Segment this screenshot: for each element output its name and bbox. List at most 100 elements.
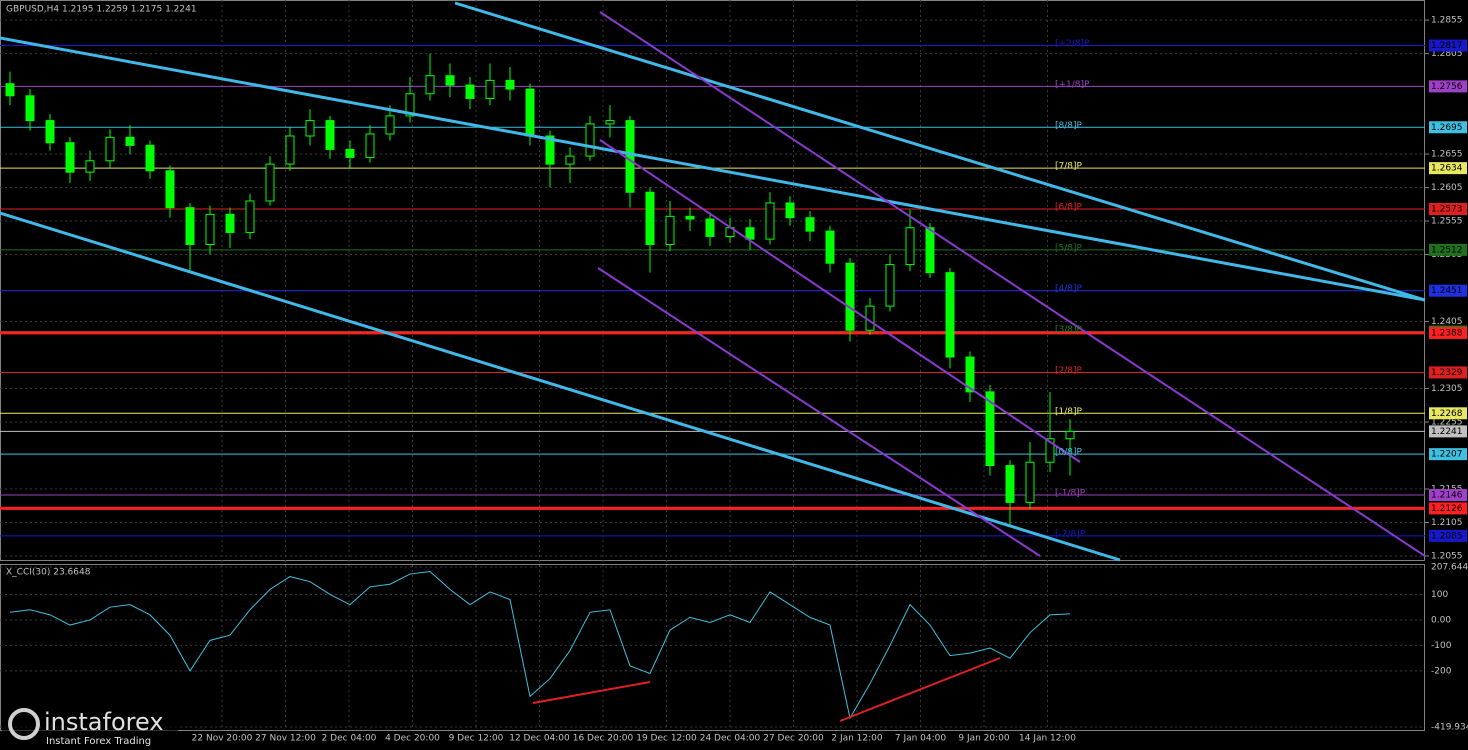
level-price-bg: [1429, 80, 1467, 93]
level-price-bg: [1429, 407, 1467, 420]
watermark-logo: [8, 708, 40, 740]
watermark-brand: instaforex: [44, 708, 164, 736]
candle-body: [985, 391, 995, 467]
candle-body: [465, 84, 475, 99]
regression-channel: [597, 11, 1426, 557]
level-price-bg: [1429, 39, 1467, 52]
x-tick-label: 24 Dec 04:00: [700, 734, 761, 744]
level-price-bg: [1429, 489, 1467, 502]
level-price-bg: [1429, 529, 1467, 542]
level-price: 1.2329: [1431, 368, 1463, 378]
candle-body: [425, 75, 435, 95]
level-name: [2/8]P: [1055, 366, 1083, 376]
level-name: [-2/8]P: [1055, 529, 1086, 539]
level-name: [4/8]P: [1055, 284, 1083, 294]
candles: [5, 53, 1075, 526]
channel-line: [597, 267, 1041, 557]
candle-body: [65, 142, 75, 173]
level-price: 1.2241: [1431, 427, 1463, 437]
y-tick-label: 1.2405: [1431, 317, 1463, 327]
level-name: [6/8]P: [1055, 202, 1083, 212]
watermark: instaforex Instant Forex Trading: [2, 706, 178, 748]
candle-body: [125, 136, 135, 146]
candle-body: [225, 213, 235, 233]
candle-body: [825, 230, 835, 264]
candle-body: [885, 264, 895, 307]
candle-body: [845, 262, 855, 331]
candle-body: [265, 163, 275, 202]
divergence-line: [839, 657, 1001, 722]
level-name: [+1/8]P: [1055, 80, 1090, 90]
cci: [9, 570, 1071, 720]
level-name: [0/8]P: [1055, 448, 1083, 458]
candle-body: [805, 217, 815, 232]
level-price-bg: [1429, 121, 1467, 134]
candle-body: [705, 218, 715, 237]
candle-body: [485, 79, 495, 99]
y-tick-label: 1.2055: [1431, 551, 1463, 561]
x-tick-label: 16 Dec 20:00: [573, 734, 634, 744]
x-tick-label: 27 Nov 12:00: [255, 734, 316, 744]
y-tick-label: 1.2605: [1431, 183, 1463, 193]
candle-body: [1045, 438, 1055, 463]
x-tick-label: 27 Dec 20:00: [763, 734, 824, 744]
candle-body: [445, 75, 455, 86]
candle-body: [385, 115, 395, 135]
candle-body: [85, 160, 95, 173]
y-tick-label: 1.2105: [1431, 518, 1463, 528]
levels: [0, 45, 1425, 537]
cci-panel: [0, 564, 1425, 731]
channel-line: [0, 211, 1121, 562]
cci-line: [9, 570, 1071, 720]
level-price: 1.2207: [1431, 450, 1463, 460]
candle-body: [745, 227, 755, 240]
candle-body: [685, 215, 695, 220]
y-tick-label: 0.00: [1431, 615, 1451, 625]
candle-body: [405, 93, 415, 117]
candle-body: [285, 135, 295, 165]
level-name: [8/8]P: [1055, 121, 1083, 131]
level-price-bg: [1429, 448, 1467, 461]
channel-line: [0, 36, 1426, 302]
candle-body: [765, 202, 775, 240]
y-tick-label: 1.2805: [1431, 49, 1463, 59]
candle-body: [905, 227, 915, 266]
level-price: 1.2634: [1431, 164, 1463, 174]
candle-body: [165, 170, 175, 209]
level-price: 1.2451: [1431, 286, 1463, 296]
level-price: 1.2756: [1431, 82, 1463, 92]
level-price-bg: [1429, 243, 1467, 256]
y-tick-label: 100: [1431, 590, 1448, 600]
candle-body: [145, 144, 155, 172]
x-tick-label: 7 Jan 04:00: [895, 734, 947, 744]
x-tick-label: 22 Nov 20:00: [192, 734, 253, 744]
x-tick-label: 19 Dec 12:00: [636, 734, 697, 744]
x-tick-label: 2 Jan 12:00: [831, 734, 883, 744]
level-price-bg: [1429, 162, 1467, 175]
y-tick-label: 1.2855: [1431, 16, 1463, 26]
level-name: [7/8]P: [1055, 162, 1083, 172]
candle-body: [925, 227, 935, 274]
level-price-bg: [1429, 425, 1467, 438]
candle-body: [45, 120, 55, 144]
candle-body: [965, 356, 975, 393]
candle-body: [505, 79, 515, 90]
candle-body: [1005, 465, 1015, 503]
candle-body: [345, 148, 355, 158]
candle-body: [205, 213, 215, 245]
y-tick-label: 1.2305: [1431, 384, 1463, 394]
level-price: 1.2817: [1431, 41, 1463, 51]
candle-body: [365, 133, 375, 158]
candle-body: [785, 202, 795, 219]
candle-body: [5, 83, 15, 97]
y-tick-label: 1.2255: [1431, 418, 1463, 428]
divergence-line: [532, 681, 651, 704]
grid: [0, 0, 1425, 730]
candle-body: [645, 191, 655, 245]
level-price-bg: [1429, 326, 1467, 339]
x-tick-label: 12 Dec 04:00: [509, 734, 570, 744]
candle-body: [325, 120, 335, 150]
channels: [0, 1, 1426, 562]
y-tick-label: 1.2655: [1431, 150, 1463, 160]
